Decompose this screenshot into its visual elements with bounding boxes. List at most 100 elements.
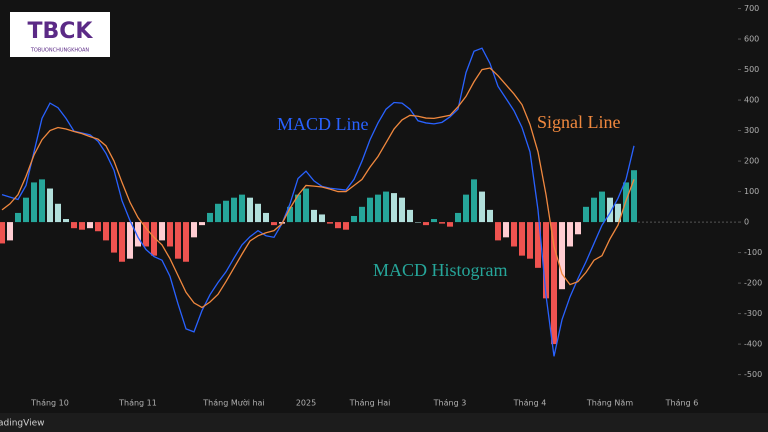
y-tick-label: 0 <box>744 218 749 227</box>
histogram-bar <box>87 222 93 229</box>
histogram-bar <box>527 222 533 259</box>
histogram-bar <box>239 194 245 223</box>
histogram-bar <box>63 219 69 223</box>
histogram-bar <box>215 203 221 223</box>
histogram-bar <box>231 197 237 223</box>
histogram-bar <box>71 222 77 229</box>
histogram-bar <box>495 222 501 241</box>
histogram-bar <box>119 222 125 262</box>
histogram-bar <box>471 179 477 223</box>
x-tick-label: Tháng Mười hai <box>202 398 264 408</box>
histogram-bar <box>287 206 293 223</box>
x-tick-label: Tháng 3 <box>433 399 467 408</box>
histogram-bar <box>439 222 445 224</box>
histogram-bar <box>135 222 141 247</box>
histogram-bar <box>0 222 5 244</box>
histogram-bar <box>79 222 85 230</box>
y-tick-label: -300 <box>744 309 762 318</box>
y-tick-label: 600 <box>744 35 759 44</box>
histogram-bar <box>559 222 565 290</box>
histogram-bar <box>591 197 597 223</box>
histogram-bar <box>543 222 549 299</box>
histogram-bar <box>31 182 37 223</box>
histogram-bar <box>343 222 349 230</box>
histogram-bar <box>175 222 181 259</box>
logo-title: TBCK <box>28 19 94 44</box>
y-tick-label: 400 <box>744 96 759 105</box>
histogram-bar <box>407 209 413 223</box>
histogram-bar <box>535 222 541 268</box>
x-tick-label: Tháng 6 <box>665 399 699 408</box>
histogram-bar <box>159 222 165 241</box>
histogram-bar <box>255 203 261 223</box>
histogram-bar <box>39 179 45 223</box>
histogram-bar <box>47 188 53 223</box>
histogram-bar <box>335 222 341 229</box>
y-tick-label: -100 <box>744 248 762 257</box>
histogram-bar <box>583 206 589 223</box>
histogram-bar <box>111 222 117 253</box>
histogram-bar <box>607 197 613 223</box>
histogram-bar <box>551 222 557 345</box>
y-tick-label: -400 <box>744 340 762 349</box>
histogram-bar <box>263 212 269 223</box>
histogram-bar <box>311 209 317 223</box>
logo-subtitle: TOBUONCHUNGKHOAN <box>30 48 90 54</box>
histogram-bar <box>431 219 437 223</box>
x-tick-label: Tháng Năm <box>586 399 633 408</box>
histogram-bar <box>391 193 397 223</box>
histogram-bar <box>151 222 157 256</box>
histogram-bar <box>599 191 605 223</box>
y-tick-label: 100 <box>744 187 759 196</box>
histogram-bar <box>479 191 485 223</box>
y-tick-label: 500 <box>744 65 759 74</box>
histogram-bar <box>55 203 61 223</box>
annotation: MACD Line <box>277 114 369 134</box>
histogram-bar <box>415 222 421 223</box>
annotation: MACD Histogram <box>373 260 508 280</box>
histogram-bar <box>15 212 21 223</box>
histogram-bar <box>167 222 173 247</box>
histogram-bar <box>199 222 205 226</box>
histogram-bar <box>463 194 469 223</box>
histogram-bar <box>23 197 29 223</box>
histogram-bar <box>503 222 509 238</box>
y-tick-label: 300 <box>744 126 759 135</box>
histogram-bar <box>295 194 301 223</box>
histogram-bar <box>375 194 381 223</box>
histogram-bar <box>183 222 189 262</box>
histogram-bar <box>271 222 277 226</box>
histogram-bar <box>511 222 517 247</box>
histogram-bar <box>519 222 525 256</box>
line <box>1 67 635 309</box>
y-tick-label: 200 <box>744 157 759 166</box>
x-tick-label: Tháng 11 <box>118 399 157 408</box>
histogram-bar <box>223 200 229 223</box>
histogram-bar <box>567 222 573 247</box>
histogram-bar <box>7 222 13 241</box>
x-tick-label: Tháng 10 <box>30 399 69 408</box>
line <box>1 47 635 357</box>
histogram-bar <box>399 197 405 223</box>
logo-box <box>10 12 110 57</box>
plot: 700 600 500 400 300 200 100 0 -100 -200 -300 -400 -5… <box>0 4 762 408</box>
histogram-bar <box>143 222 149 247</box>
histogram-bar <box>383 191 389 223</box>
x-tick-label: 2025 <box>296 399 316 408</box>
histogram-bar <box>303 188 309 223</box>
histogram-bar <box>487 209 493 223</box>
histogram-bar <box>207 212 213 223</box>
histogram-bar <box>127 222 133 259</box>
y-tick-label: 700 <box>744 4 759 13</box>
y-tick-label: -200 <box>744 279 762 288</box>
footer-bar <box>0 413 768 432</box>
annotation: Signal Line <box>537 112 621 132</box>
footer-brand: adingView <box>0 419 45 429</box>
histogram-bar <box>103 222 109 241</box>
histogram-bar <box>615 203 621 223</box>
histogram-bar <box>367 197 373 223</box>
histogram-bar <box>447 222 453 227</box>
histogram-bar <box>327 222 333 224</box>
histogram-bar <box>359 206 365 223</box>
